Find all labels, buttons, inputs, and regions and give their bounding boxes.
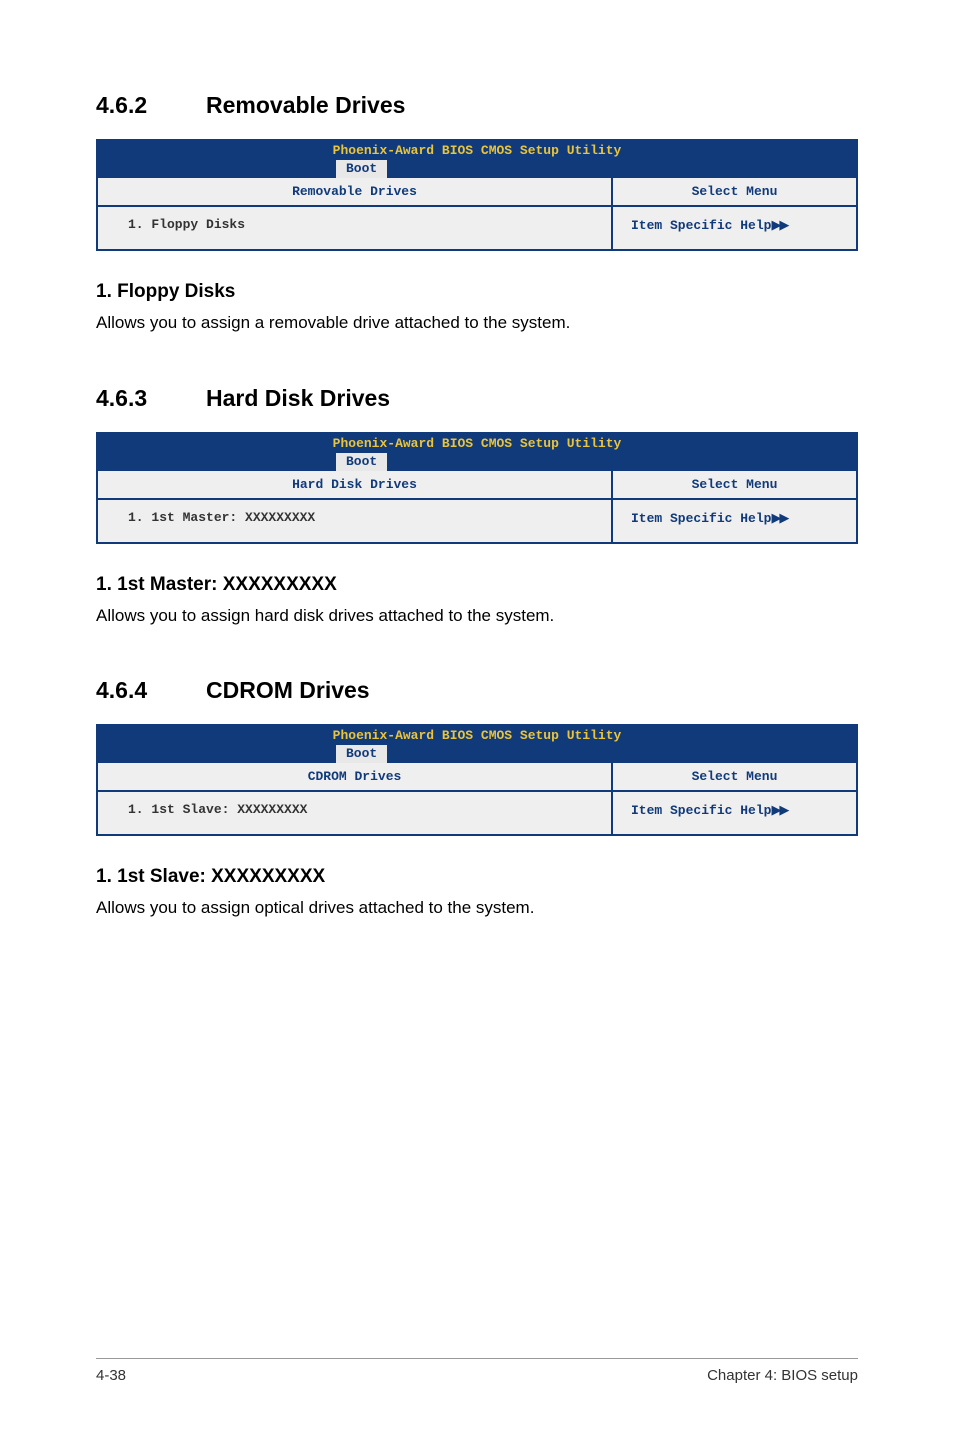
footer-left: 4-38	[96, 1367, 126, 1384]
bios-left-header: Hard Disk Drives	[98, 471, 613, 500]
bios-tab-boot[interactable]: Boot	[336, 453, 387, 471]
bios-right-header: Select Menu	[613, 763, 856, 792]
sub-heading: 1. 1st Master: XXXXXXXXX	[96, 574, 858, 596]
bios-left-header: Removable Drives	[98, 178, 613, 207]
bios-left-item[interactable]: 1. 1st Master: XXXXXXXXX	[98, 500, 613, 542]
footer-right: Chapter 4: BIOS setup	[707, 1367, 858, 1384]
help-label: Item Specific Help	[631, 218, 771, 233]
bios-title: Phoenix-Award BIOS CMOS Setup Utility	[98, 141, 856, 160]
bios-right-item: Item Specific Help▶▶	[613, 207, 856, 249]
section-title: CDROM Drives	[206, 677, 370, 703]
page-footer: 4-38 Chapter 4: BIOS setup	[96, 1358, 858, 1384]
bios-right-item: Item Specific Help▶▶	[613, 792, 856, 834]
bios-panel: Phoenix-Award BIOS CMOS Setup Utility Bo…	[96, 139, 858, 251]
section-title: Removable Drives	[206, 92, 405, 118]
body-text: Allows you to assign a removable drive a…	[96, 311, 858, 335]
bios-tab-boot[interactable]: Boot	[336, 160, 387, 178]
bios-tab-row: Boot	[98, 745, 856, 763]
section-heading: 4.6.4CDROM Drives	[96, 677, 858, 704]
bios-panel: Phoenix-Award BIOS CMOS Setup Utility Bo…	[96, 432, 858, 544]
section-number: 4.6.2	[96, 92, 206, 119]
sub-heading: 1. 1st Slave: XXXXXXXXX	[96, 866, 858, 888]
bios-title: Phoenix-Award BIOS CMOS Setup Utility	[98, 726, 856, 745]
bios-tab-row: Boot	[98, 453, 856, 471]
body-text: Allows you to assign hard disk drives at…	[96, 604, 858, 628]
help-label: Item Specific Help	[631, 803, 771, 818]
bios-tab-row: Boot	[98, 160, 856, 178]
section-heading: 4.6.3Hard Disk Drives	[96, 385, 858, 412]
help-label: Item Specific Help	[631, 511, 771, 526]
bios-right-header: Select Menu	[613, 471, 856, 500]
forward-icon: ▶▶	[771, 510, 787, 525]
bios-tab-boot[interactable]: Boot	[336, 745, 387, 763]
bios-right-item: Item Specific Help▶▶	[613, 500, 856, 542]
bios-left-item[interactable]: 1. 1st Slave: XXXXXXXXX	[98, 792, 613, 834]
bios-right-header: Select Menu	[613, 178, 856, 207]
sub-heading: 1. Floppy Disks	[96, 281, 858, 303]
section-number: 4.6.3	[96, 385, 206, 412]
bios-panel: Phoenix-Award BIOS CMOS Setup Utility Bo…	[96, 724, 858, 836]
body-text: Allows you to assign optical drives atta…	[96, 896, 858, 920]
section-heading: 4.6.2Removable Drives	[96, 92, 858, 119]
forward-icon: ▶▶	[771, 802, 787, 817]
bios-left-item[interactable]: 1. Floppy Disks	[98, 207, 613, 249]
bios-title: Phoenix-Award BIOS CMOS Setup Utility	[98, 434, 856, 453]
bios-left-header: CDROM Drives	[98, 763, 613, 792]
section-title: Hard Disk Drives	[206, 385, 390, 411]
section-number: 4.6.4	[96, 677, 206, 704]
forward-icon: ▶▶	[771, 217, 787, 232]
